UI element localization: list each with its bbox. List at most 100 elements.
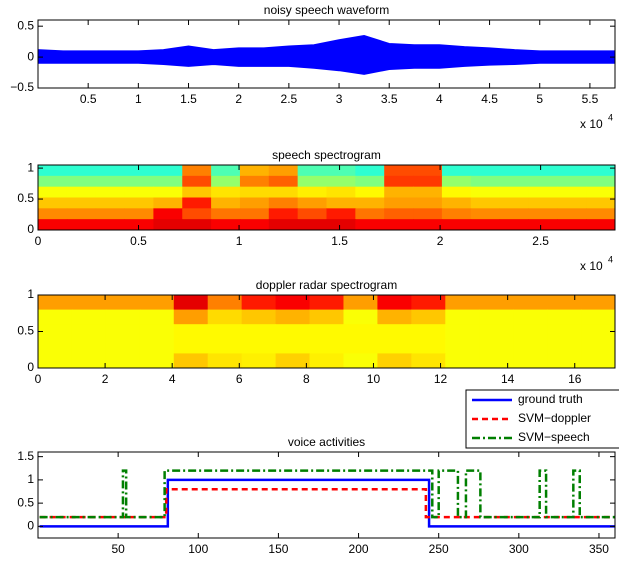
heatmap-cell [207, 338, 243, 354]
heatmap-cell [445, 338, 480, 354]
heatmap-cell [528, 208, 558, 220]
heatmap-cell [71, 309, 107, 325]
heatmap-cell [153, 175, 183, 188]
x-tick-label: 2.5 [532, 234, 549, 248]
heatmap-cell [153, 197, 183, 209]
x-tick-label: 0 [35, 234, 42, 248]
heatmap-cell [241, 353, 277, 369]
x-tick-label: 350 [589, 542, 609, 556]
x-tick-label: 2 [437, 234, 444, 248]
heatmap-cell [173, 353, 209, 369]
heatmap-cell [581, 295, 616, 311]
heatmap-cell [581, 353, 616, 369]
x-tick-label: 4.5 [481, 92, 498, 106]
heatmap-cell [441, 186, 472, 198]
heatmap-cell [124, 197, 154, 209]
heatmap-cell [124, 165, 154, 177]
heatmap-cell [581, 324, 616, 340]
y-tick-label: 0.5 [17, 324, 34, 338]
heatmap-cell [71, 324, 107, 340]
x-tick-label: 16 [568, 372, 582, 386]
heatmap-cell [139, 309, 175, 325]
heatmap-cell [470, 186, 501, 198]
heatmap-cell [499, 197, 529, 209]
heatmap-cell [557, 175, 587, 188]
heatmap-cell [479, 309, 514, 325]
heatmap-cell [384, 186, 414, 198]
heatmap-cell [38, 353, 73, 369]
heatmap-cell [95, 208, 126, 220]
heatmap-cell [547, 324, 582, 340]
x-tick-label: 1 [236, 234, 243, 248]
x-tick-label: 5.5 [582, 92, 599, 106]
heatmap-cell [586, 197, 616, 209]
heatmap-cell [326, 197, 356, 209]
y-tick-label: 0.5 [17, 495, 34, 509]
heatmap-cell [528, 197, 558, 209]
heatmap-cell [268, 208, 299, 220]
heatmap-cell [445, 324, 480, 340]
heatmap-cell [124, 186, 154, 198]
heatmap-cell [105, 353, 141, 369]
y-tick-label: −0.5 [10, 80, 34, 94]
heatmap-cell [441, 165, 472, 177]
heatmap-cell [211, 208, 241, 220]
heatmap-cell [105, 338, 141, 354]
y-tick-label: 1 [27, 287, 34, 301]
x-tick-label: 2 [102, 372, 109, 386]
heatmap-cell [124, 175, 154, 188]
x-tick-label: 10 [367, 372, 381, 386]
heatmap-cell [95, 186, 126, 198]
heatmap-cell [182, 219, 212, 231]
axes-box [37, 451, 616, 539]
heatmap-cell [470, 175, 501, 188]
heatmap-cell [513, 295, 548, 311]
heatmap-cell [153, 208, 183, 220]
heatmap-cell [581, 338, 616, 354]
heatmap-cell [499, 208, 529, 220]
heatmap-cell [38, 219, 68, 231]
heatmap-cell [275, 338, 311, 354]
heatmap-cell [411, 338, 446, 354]
heatmap-cell [470, 219, 501, 231]
heatmap-cell [275, 295, 311, 311]
heatmap-cell [384, 165, 414, 177]
series-line [39, 478, 615, 528]
subplot-title: speech spectrogram [272, 148, 381, 162]
heatmap-cell [309, 353, 344, 369]
x-tick-label: 5 [536, 92, 543, 106]
heatmap-cell [377, 309, 412, 325]
y-tick-label: 0 [27, 360, 34, 374]
y-tick-label: 1 [27, 472, 34, 486]
subplot-title: voice activities [288, 435, 365, 449]
x-tick-label: 100 [188, 542, 208, 556]
subplot-title: doppler radar spectrogram [256, 278, 397, 292]
heatmap-cell [343, 295, 378, 311]
heatmap-cell [377, 338, 412, 354]
heatmap-cell [297, 165, 327, 177]
heatmap-cell [66, 219, 97, 231]
heatmap-cell [355, 165, 385, 177]
heatmap-cell [66, 186, 97, 198]
heatmap-cell [38, 186, 68, 198]
subplot: noisy speech waveform −0.5 0 0.5 0.5 1 1.5 2 2.5… [10, 3, 616, 131]
legend-label: ground truth [518, 392, 583, 406]
heatmap-cell [139, 338, 175, 354]
heatmap-cell [384, 197, 414, 209]
heatmap-cell [239, 175, 270, 188]
heatmap-cell [470, 165, 501, 177]
heatmap-cell [173, 324, 209, 340]
heatmap-cell [38, 197, 68, 209]
heatmap-cell [124, 219, 154, 231]
heatmap-cell [124, 208, 154, 220]
heatmap-cell [275, 324, 311, 340]
heatmap-cell [411, 353, 446, 369]
heatmap-cell [268, 219, 299, 231]
heatmap-cell [66, 208, 97, 220]
plot-area [39, 469, 615, 528]
y-tick-label: 0 [27, 222, 34, 236]
heatmap-cell [153, 165, 183, 177]
heatmap-cell [309, 324, 344, 340]
x-tick-label: 2.5 [281, 92, 298, 106]
